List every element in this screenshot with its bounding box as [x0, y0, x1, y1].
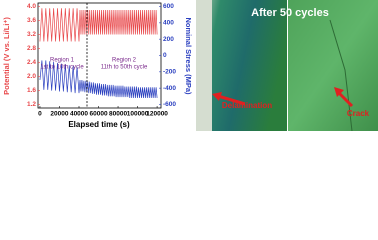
image-label: Delamination: [222, 101, 272, 110]
arrow: [336, 90, 354, 108]
y2-tick-label: 0: [163, 52, 167, 59]
y-tick-label: 2.8: [27, 45, 36, 52]
x-tick-label: 40000: [70, 111, 88, 118]
y2-axis-label: Nominal Stress (MPa): [184, 17, 193, 95]
page: {"chart_data": {"type": "line", "xlabel"…: [0, 0, 378, 131]
image-right: [288, 0, 378, 131]
y-tick-label: 1.6: [27, 87, 36, 94]
x-tick-label: 100000: [127, 111, 149, 118]
micrograph: After 50 cycles Delamination Crack: [196, 0, 378, 131]
y2-tick-label: -200: [163, 69, 176, 76]
x-tick-label: 120000: [146, 111, 168, 118]
y-tick-label: 3.2: [27, 31, 36, 38]
y2-tick-label: 400: [163, 20, 174, 27]
arrow-head: [212, 92, 222, 101]
plot: [39, 8, 158, 98]
x-tick-label: 0: [38, 111, 42, 118]
y2-tick-label: -400: [163, 85, 176, 92]
line-series: [39, 60, 158, 98]
x-tick-label: 80000: [109, 111, 127, 118]
x-tick-label: 60000: [89, 111, 107, 118]
y-axis-label: Potential (V vs. Li/Li⁺): [2, 17, 11, 95]
x-axis-label: Elapsed time (s): [68, 120, 130, 129]
image-label: Crack: [347, 109, 370, 118]
annotation: 11th to 50th cycle: [101, 65, 148, 71]
y2-tick-label: 600: [163, 3, 174, 10]
y-tick-label: 2.0: [27, 73, 36, 80]
x-tick-label: 20000: [50, 111, 68, 118]
y-tick-label: 3.6: [27, 17, 36, 24]
annotation: Region 1: [50, 58, 75, 64]
figure: Region 1 1st to 10th cycle Region 2 11th…: [2, 0, 378, 131]
y2-tick-label: 200: [163, 36, 174, 43]
crack-line: [329, 19, 353, 131]
y-tick-label: 2.4: [27, 59, 36, 66]
annotation: 1st to 10th cycle: [40, 65, 84, 71]
y-tick-label: 4.0: [27, 3, 36, 10]
image-title: After 50 cycles: [251, 7, 329, 19]
image-edge: [196, 0, 212, 131]
y2-tick-label: -600: [163, 101, 176, 108]
annotation: Region 2: [112, 58, 137, 64]
arrow-head: [334, 87, 344, 97]
line-series: [39, 8, 158, 42]
y-tick-label: 1.2: [27, 101, 36, 108]
arrow: [217, 94, 246, 106]
